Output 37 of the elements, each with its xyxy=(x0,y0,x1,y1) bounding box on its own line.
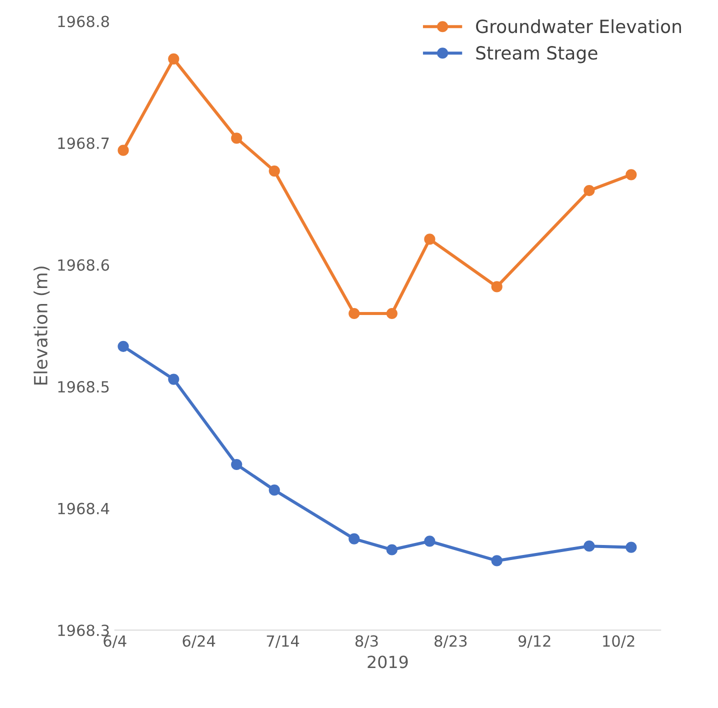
y-tick-label: 1968.6 xyxy=(58,259,110,271)
point xyxy=(268,484,280,496)
point xyxy=(118,340,129,352)
point xyxy=(491,281,502,292)
x-tick-label: 8/3 xyxy=(355,635,378,648)
point xyxy=(118,144,129,156)
point xyxy=(168,374,180,385)
x-tick-label: 6/4 xyxy=(104,635,126,648)
y-tick-label: 1968.7 xyxy=(58,137,109,150)
x-tick-label: 8/23 xyxy=(434,635,467,648)
point xyxy=(491,555,502,566)
x-tick-label: 7/14 xyxy=(266,635,300,648)
point xyxy=(348,308,360,320)
point xyxy=(348,533,360,544)
point xyxy=(231,132,242,144)
x-tick-label: 9/12 xyxy=(518,635,550,648)
point xyxy=(168,53,180,65)
point xyxy=(626,169,637,180)
legend-label: Groundwater Elevation xyxy=(476,19,681,34)
point xyxy=(386,544,398,556)
point xyxy=(424,234,436,245)
y-tick-label: 1968.5 xyxy=(58,381,109,393)
x-axis-title: 2019 xyxy=(368,656,408,668)
point xyxy=(584,540,595,552)
y-tick-label: 1968.4 xyxy=(58,502,110,514)
x-tick-label: 10/2 xyxy=(603,635,634,648)
point xyxy=(424,536,436,547)
point xyxy=(626,542,637,553)
y-tick-label: 1968.3 xyxy=(58,624,109,636)
point xyxy=(584,184,595,196)
x-tick-label: 6/24 xyxy=(182,635,216,648)
point xyxy=(386,308,398,320)
point xyxy=(268,165,280,177)
y-tick-label: 1968.8 xyxy=(58,16,109,28)
y-axis-title: Elevation (m) xyxy=(34,266,50,385)
point xyxy=(231,458,242,470)
legend-label: Stream Stage xyxy=(476,46,598,64)
